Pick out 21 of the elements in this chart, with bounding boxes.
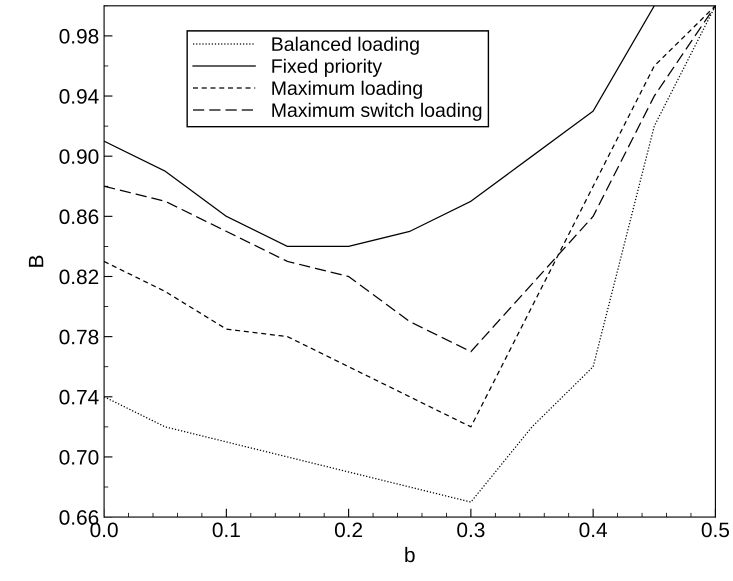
y-tick-label: 0.86 xyxy=(59,209,98,224)
y-tick-label: 0.74 xyxy=(59,390,99,405)
x-axis-title: b xyxy=(405,546,415,562)
x-tick-label: 0.2 xyxy=(334,522,362,538)
legend-label: Balanced loading xyxy=(272,36,419,55)
y-tick-label: 0.90 xyxy=(59,149,98,164)
y-tick-label: 0.66 xyxy=(59,510,98,525)
y-tick-label: 0.82 xyxy=(59,269,98,284)
legend-label: Maximum loading xyxy=(272,80,422,99)
y-axis-title: B xyxy=(28,256,44,267)
y-tick-label: 0.98 xyxy=(59,28,98,44)
x-tick-label: 0.4 xyxy=(579,522,608,538)
y-tick-label: 0.94 xyxy=(59,89,99,104)
legend-label: Maximum switch loading xyxy=(272,102,482,121)
y-tick-label: 0.78 xyxy=(59,330,98,344)
x-tick-label: 0.5 xyxy=(702,522,730,538)
legend-label: Fixed priority xyxy=(272,58,382,77)
x-tick-label: 0.1 xyxy=(212,522,240,538)
y-tick-label: 0.70 xyxy=(59,450,98,465)
x-tick-label: 0.0 xyxy=(90,522,118,538)
x-tick-label: 0.3 xyxy=(457,522,484,538)
